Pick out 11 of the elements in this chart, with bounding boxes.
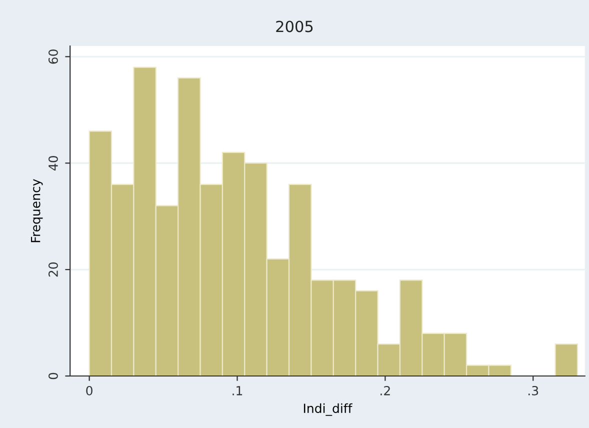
y-axis-title: Frequency: [31, 179, 43, 242]
x-tick-label: .1: [232, 386, 242, 396]
x-tick-label: 0: [86, 386, 92, 396]
y-tick-label: 60: [48, 50, 58, 64]
x-tick-label: .2: [380, 386, 390, 396]
x-axis-title: Indi_diff: [304, 403, 352, 416]
y-tick-label: 0: [48, 372, 58, 380]
x-tick-label: .3: [528, 386, 538, 396]
chart-title: 2005: [276, 20, 313, 32]
y-tick-label: 20: [48, 262, 58, 277]
y-tick-label: 40: [48, 156, 58, 170]
